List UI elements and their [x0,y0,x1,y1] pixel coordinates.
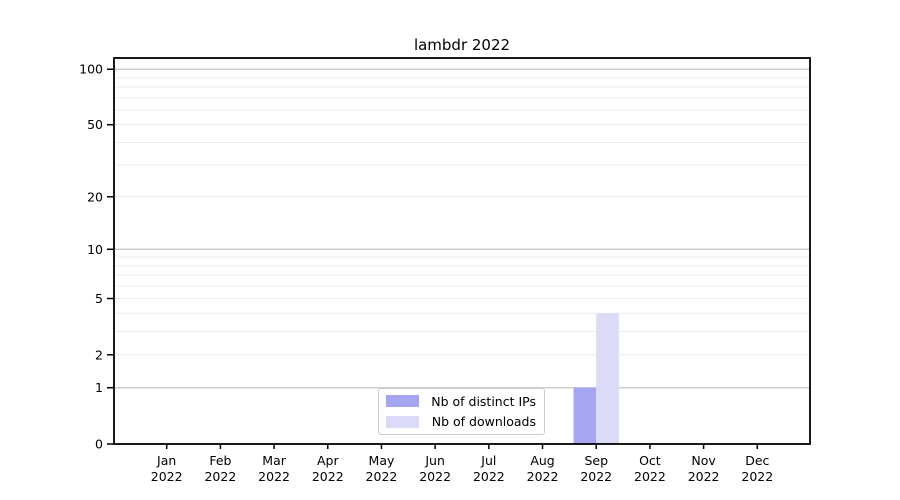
x-tick-label-month: May [369,453,395,468]
x-tick-label-year: 2022 [634,469,666,484]
x-tick-label-month: Feb [209,453,231,468]
x-tick-label-month: Jan [156,453,176,468]
x-tick-label-year: 2022 [473,469,505,484]
bar-sep-series0 [573,387,597,444]
y-tick-label: 100 [79,62,103,77]
x-tick-label-month: Apr [317,453,339,468]
x-tick-label-year: 2022 [151,469,183,484]
x-tick-label-month: Nov [691,453,716,468]
x-tick-label-year: 2022 [688,469,720,484]
legend-swatch-downloads [386,415,419,428]
x-tick-label-month: Dec [745,453,769,468]
x-tick-label-month: Oct [639,453,661,468]
y-tick-label: 10 [87,242,103,257]
y-tick-label: 5 [95,291,103,306]
x-tick-label-month: Mar [262,453,286,468]
plot-frame [113,57,811,445]
x-tick-label-year: 2022 [527,469,559,484]
x-tick-label-year: 2022 [204,469,236,484]
legend: Nb of distinct IPs Nb of downloads [378,388,545,435]
y-tick-label: 0 [95,437,103,452]
y-tick-label: 50 [87,117,103,132]
x-tick-label-year: 2022 [419,469,451,484]
x-tick-label-year: 2022 [258,469,290,484]
bar-sep-series1 [596,313,619,444]
x-tick-label-year: 2022 [741,469,773,484]
legend-label-distinct-ips: Nb of distinct IPs [431,393,536,409]
y-tick-label: 2 [95,347,103,362]
legend-item-downloads: Nb of downloads [386,414,536,431]
y-tick-label: 1 [95,380,103,395]
y-tick-label: 20 [87,189,103,204]
legend-label-downloads: Nb of downloads [431,414,536,430]
x-tick-label-month: Jun [424,453,445,468]
x-tick-label-year: 2022 [312,469,344,484]
legend-item-distinct-ips: Nb of distinct IPs [386,393,536,410]
x-tick-label-month: Jul [480,453,496,468]
x-tick-label-year: 2022 [580,469,612,484]
x-tick-label-year: 2022 [366,469,398,484]
chart-title: lambdr 2022 [413,36,511,54]
legend-swatch-distinct-ips [386,395,419,408]
x-tick-label-month: Aug [530,453,554,468]
x-tick-label-month: Sep [584,453,608,468]
